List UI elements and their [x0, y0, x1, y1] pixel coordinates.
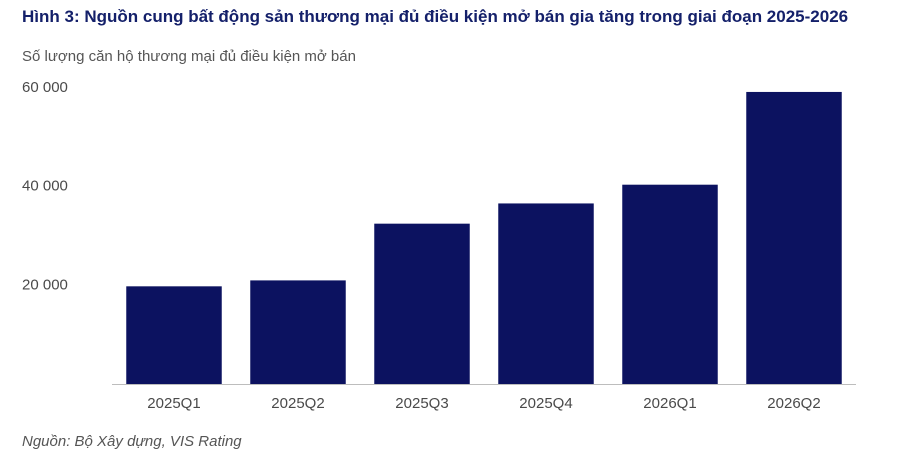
x-tick-label: 2026Q1: [643, 395, 696, 412]
y-tick-label: 40 000: [22, 178, 68, 195]
y-tick-label: 20 000: [22, 276, 68, 293]
x-axis-ticks: 2025Q1 2025Q2 2025Q3 2025Q4 2026Q1 2026Q2: [147, 395, 820, 412]
bar-2025q1: [126, 286, 221, 384]
x-tick-label: 2025Q3: [395, 395, 448, 412]
bar-2025q4: [498, 203, 593, 384]
bar-2025q2: [250, 280, 345, 384]
bar-2025q3: [374, 224, 469, 384]
x-tick-label: 2026Q2: [767, 395, 820, 412]
x-tick-label: 2025Q1: [147, 395, 200, 412]
y-axis-ticks: 20 000 40 000 60 000: [22, 79, 68, 293]
x-tick-label: 2025Q4: [519, 395, 572, 412]
bars: [126, 92, 841, 384]
bar-2026q1: [622, 185, 717, 384]
y-tick-label: 60 000: [22, 79, 68, 96]
x-tick-label: 2025Q2: [271, 395, 324, 412]
bar-2026q2: [746, 92, 841, 384]
source-note: Nguồn: Bộ Xây dựng, VIS Rating: [22, 433, 242, 450]
